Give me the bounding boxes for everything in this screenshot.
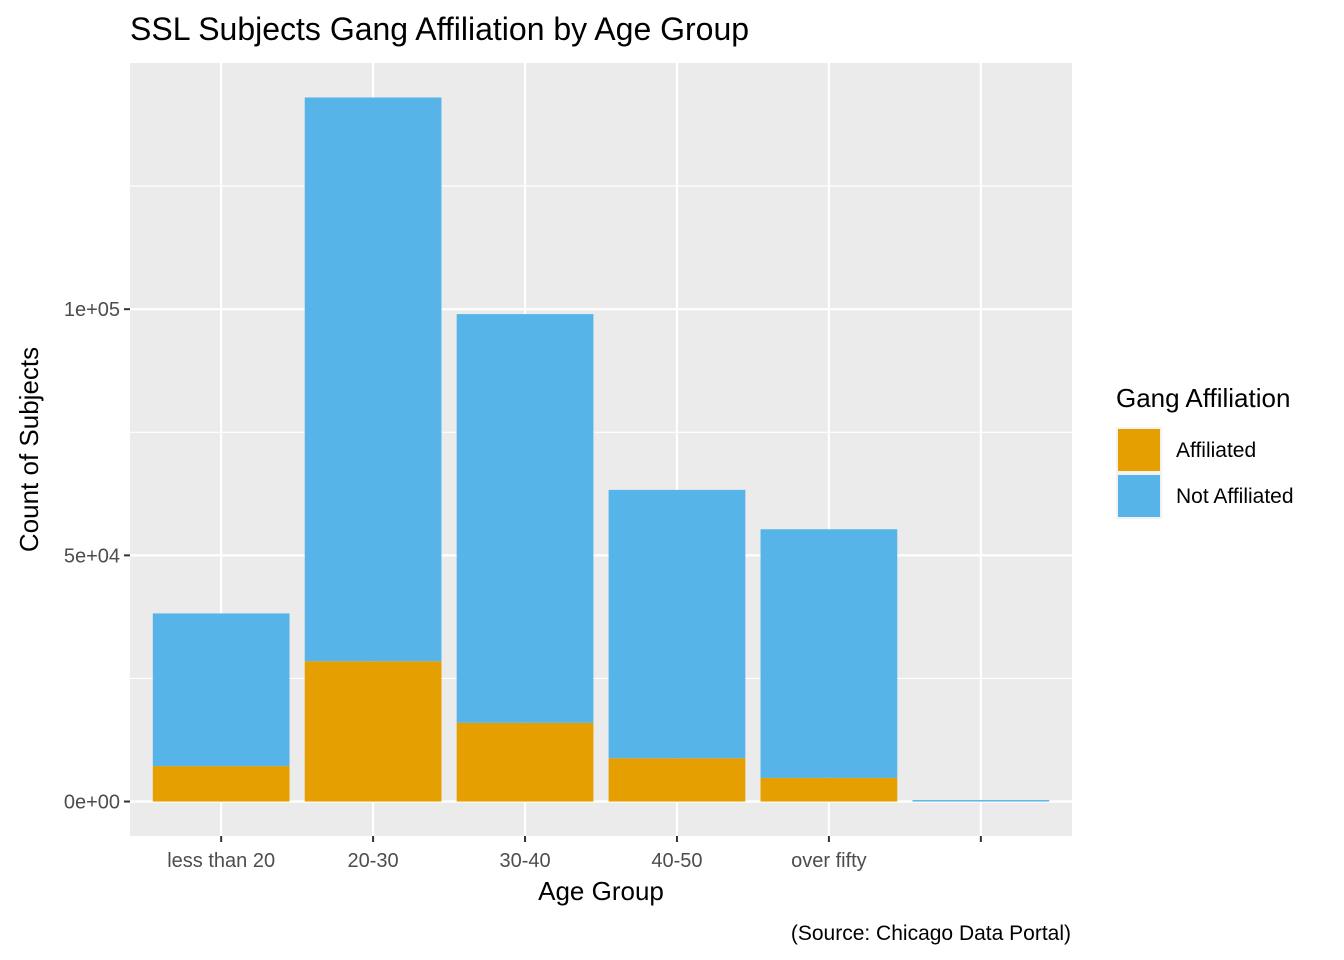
x-axis-title: Age Group [538, 876, 664, 906]
bar-30-40-not-affiliated [456, 314, 594, 723]
legend-swatch-affiliated [1118, 429, 1160, 471]
x-tick-label-1: 20-30 [348, 850, 399, 872]
x-tick-label-3: 40-50 [651, 850, 702, 872]
y-axis-title: Count of Subjects [14, 347, 44, 552]
y-axis: 0e+00 5e+04 1e+05 [64, 299, 130, 814]
y-tick-label-2: 1e+05 [64, 299, 120, 321]
bar-less-than-20-not-affiliated [152, 613, 290, 767]
legend: Gang Affiliation Affiliated Not Affiliate… [1116, 383, 1294, 519]
chart-title: SSL Subjects Gang Affiliation by Age Gro… [130, 11, 749, 47]
y-tick-label-1: 5e+04 [64, 545, 120, 567]
bars [152, 97, 1050, 802]
bar-less-than-20-affiliated [152, 766, 290, 802]
x-tick-label-4: over fifty [791, 850, 867, 872]
bar-20-30-not-affiliated [304, 97, 442, 662]
legend-swatch-not-affiliated [1118, 475, 1160, 517]
bar-40-50-not-affiliated [608, 489, 746, 759]
legend-title: Gang Affiliation [1116, 383, 1290, 413]
bar-blank-not-affiliated [912, 800, 1050, 802]
legend-label-1: Not Affiliated [1176, 485, 1294, 508]
bar-over-fifty-affiliated [760, 777, 898, 802]
y-tick-label-0: 0e+00 [64, 792, 120, 814]
x-tick-label-0: less than 20 [167, 850, 275, 872]
x-tick-label-2: 30-40 [499, 850, 550, 872]
bar-over-fifty-not-affiliated [760, 529, 898, 778]
bar-40-50-affiliated [608, 758, 746, 802]
chart-caption: (Source: Chicago Data Portal) [791, 922, 1071, 945]
legend-label-0: Affiliated [1176, 439, 1256, 462]
bar-30-40-affiliated [456, 722, 594, 802]
bar-20-30-affiliated [304, 661, 442, 802]
x-axis: less than 20 20-30 30-40 40-50 over fifty [167, 836, 982, 872]
